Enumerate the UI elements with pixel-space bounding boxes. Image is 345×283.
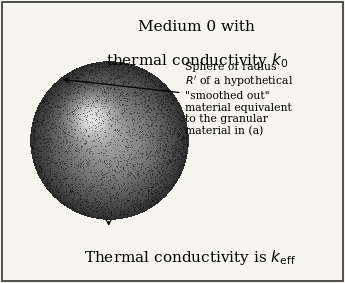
Text: thermal conductivity $k_0$: thermal conductivity $k_0$ [106,51,288,70]
Text: Thermal conductivity is $k_{\mathrm{eff}}$: Thermal conductivity is $k_{\mathrm{eff}… [84,248,296,267]
Text: Medium 0 with: Medium 0 with [138,20,255,34]
Text: Sphere of radius
$R'$ of a hypothetical
"smoothed out"
material equivalent
to th: Sphere of radius $R'$ of a hypothetical … [64,62,293,136]
